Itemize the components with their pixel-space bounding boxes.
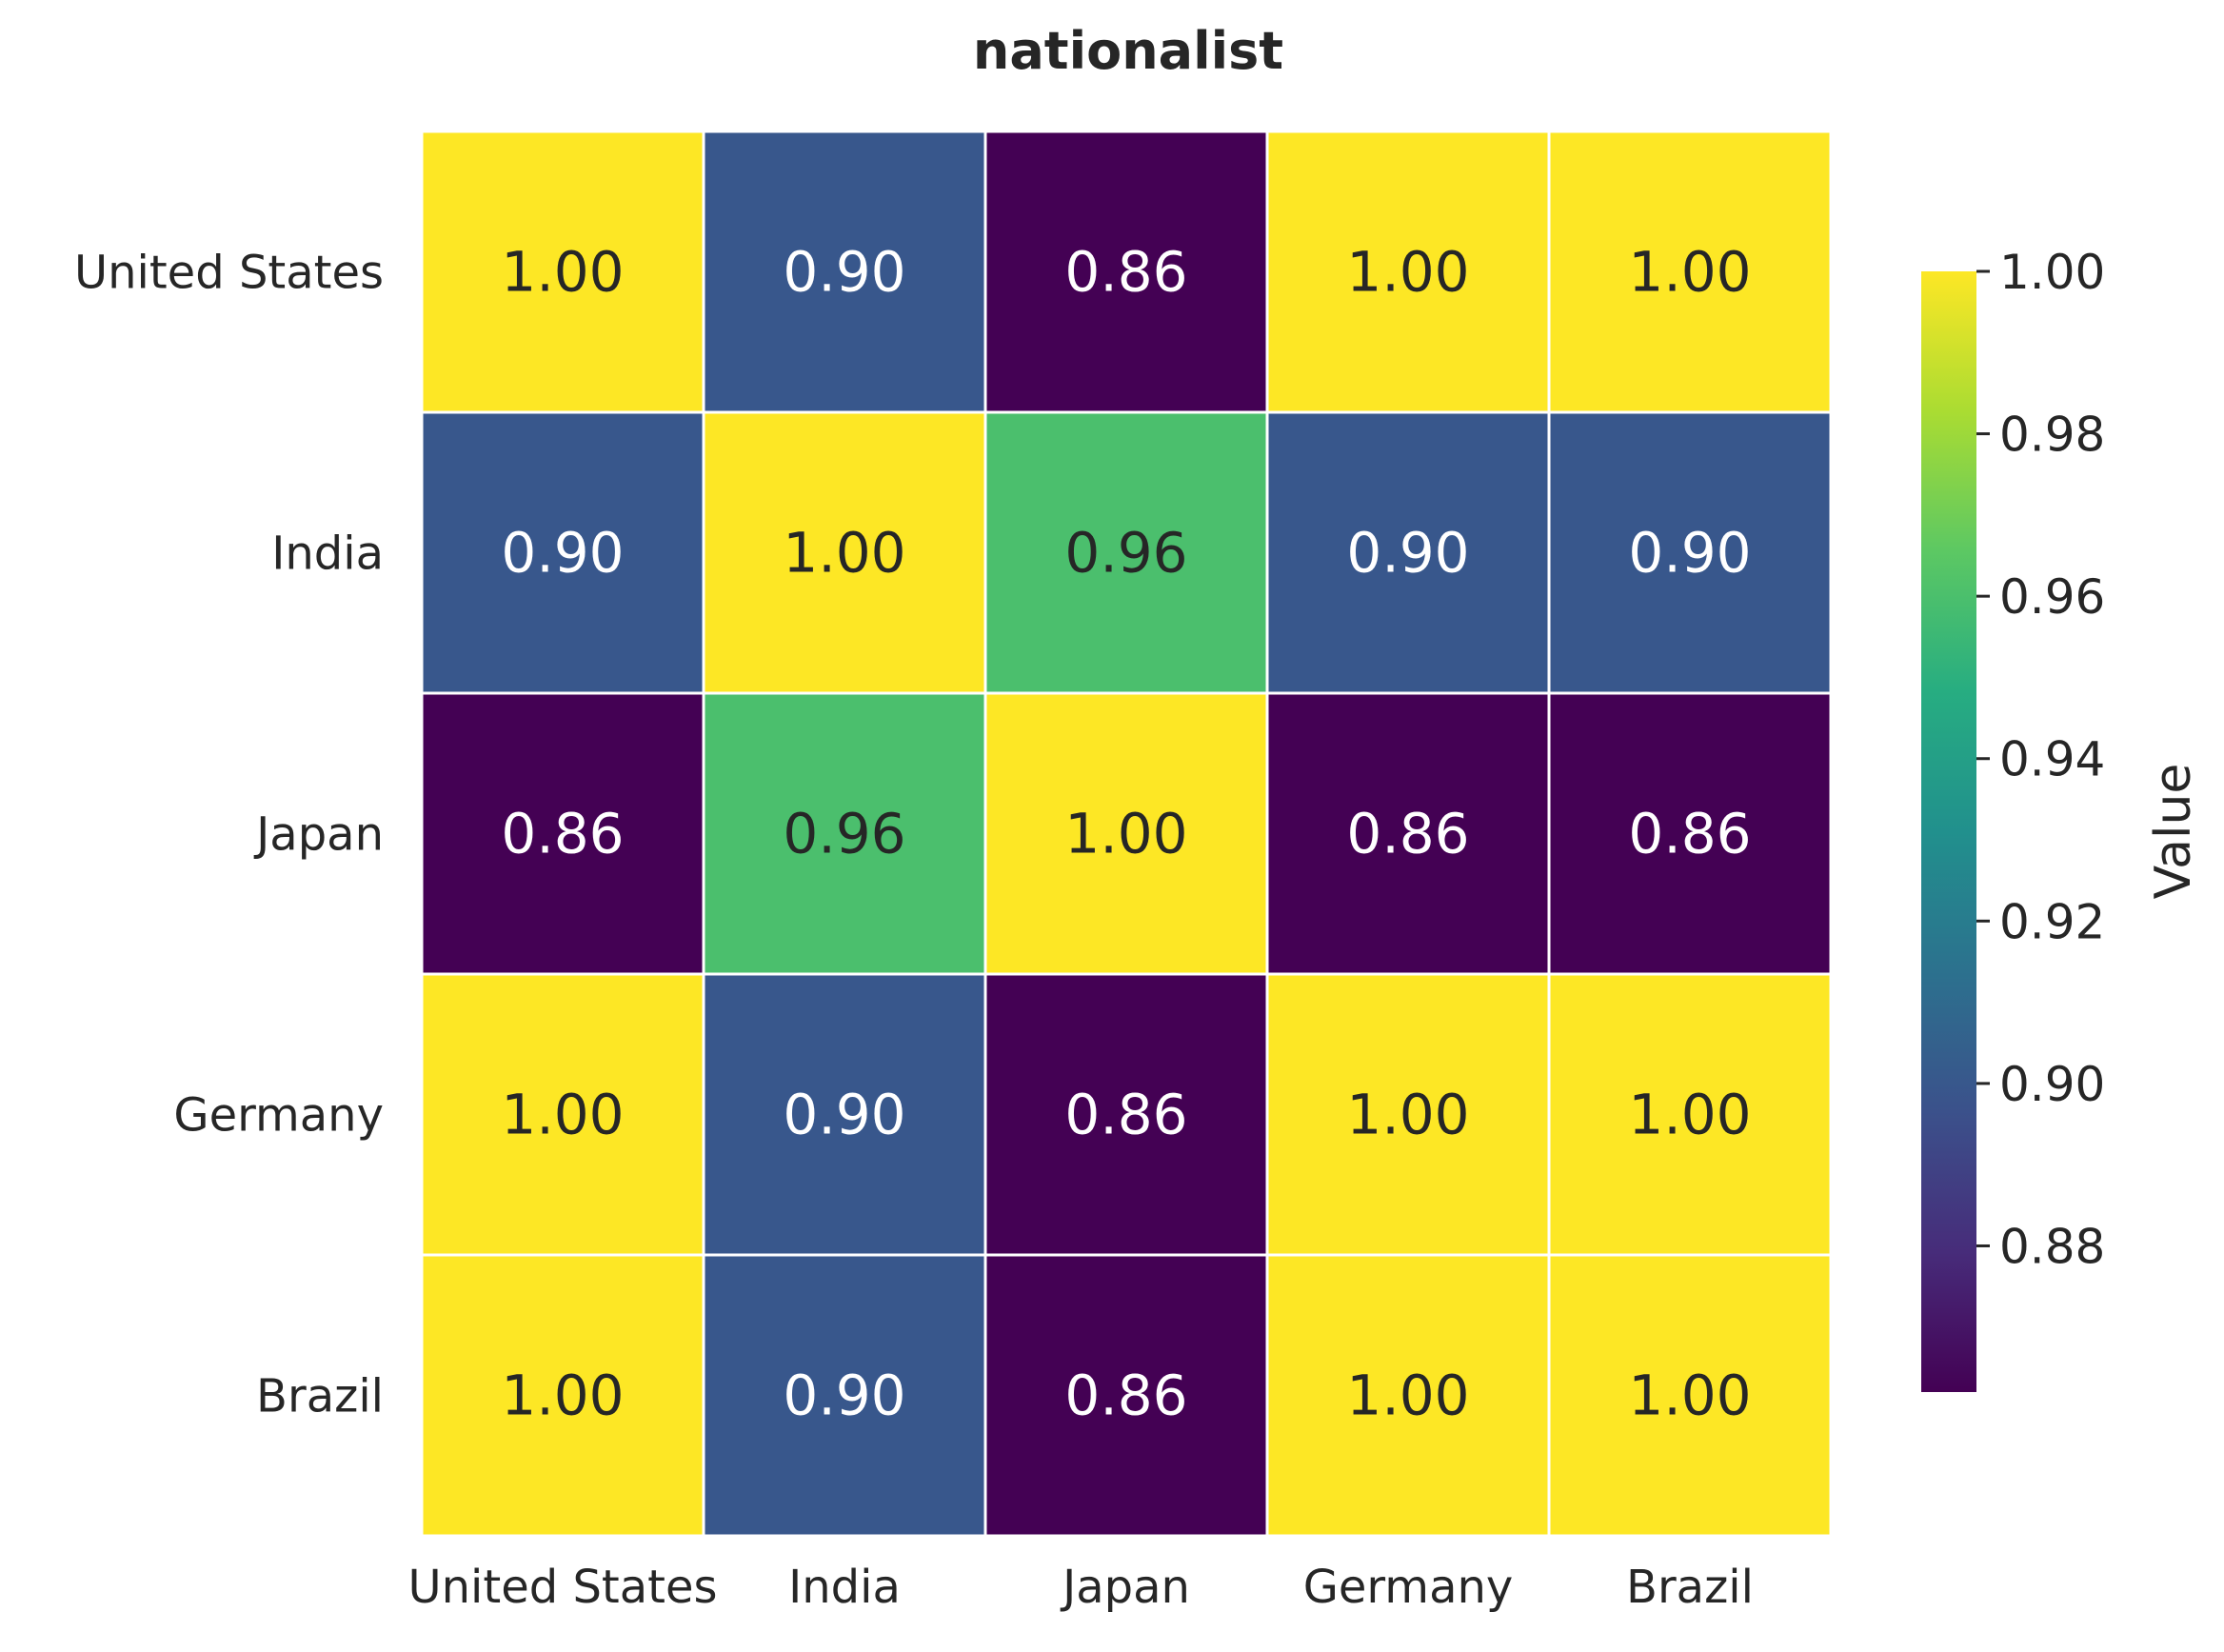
cell-value-r4-c0: 1.00: [501, 1363, 624, 1428]
heatmap-cell-r0-c2: [983, 129, 1269, 414]
heatmap-cell-r0-c0: [420, 129, 705, 414]
colorbar-tick-label-2: 0.92: [1999, 894, 2105, 949]
heatmap-cell-r3-c3: [1265, 972, 1551, 1257]
heatmap-cell-labels: 1.00 0.90 0.86 1.00 1.00 0.90 1.00 0.96 0.90 0.90…: [501, 240, 1751, 1428]
cell-value-r2-c4: 0.86: [1628, 802, 1751, 866]
heatmap-cell-r3-c1: [702, 972, 987, 1257]
cell-value-r4-c1: 0.90: [783, 1363, 905, 1428]
colorbar-tick-label-5: 0.98: [1999, 408, 2105, 463]
colorbar-gradient: [1921, 271, 1976, 1392]
heatmap-cell-r3-c2: [983, 972, 1269, 1257]
cell-value-r2-c1: 0.96: [783, 802, 905, 866]
cell-value-r4-c4: 1.00: [1628, 1363, 1751, 1428]
heatmap-cell-r3-c4: [1547, 972, 1833, 1257]
heatmap-cell-r4-c0: [420, 1253, 705, 1538]
cell-value-r3-c1: 0.90: [783, 1083, 905, 1147]
heatmap-cell-r1-c4: [1547, 410, 1833, 695]
x-tick-label-2: Japan: [1060, 1561, 1190, 1614]
cell-value-r1-c3: 0.90: [1346, 521, 1469, 586]
cell-value-r3-c2: 0.86: [1064, 1083, 1187, 1147]
cell-value-r2-c2: 1.00: [1064, 802, 1187, 866]
cell-value-r2-c0: 0.86: [501, 802, 624, 866]
cell-value-r3-c4: 1.00: [1628, 1083, 1751, 1147]
y-tick-label-2: Japan: [253, 808, 384, 862]
colorbar-label: Value: [2145, 764, 2202, 900]
colorbar-tick-label-0: 0.88: [1999, 1219, 2105, 1274]
cell-value-r3-c0: 1.00: [501, 1083, 624, 1147]
cell-value-r1-c2: 0.96: [1064, 521, 1187, 586]
colorbar-tick-label-1: 0.90: [1999, 1057, 2105, 1112]
cell-value-r3-c3: 1.00: [1346, 1083, 1469, 1147]
cell-value-r1-c0: 0.90: [501, 521, 624, 586]
heatmap-cell-r1-c0: [420, 410, 705, 695]
x-axis-tick-labels: United States India Japan Germany Brazil: [407, 1561, 1753, 1614]
cell-value-r4-c3: 1.00: [1346, 1363, 1469, 1428]
cell-value-r0-c3: 1.00: [1346, 240, 1469, 305]
y-tick-label-1: India: [271, 527, 384, 581]
x-tick-label-4: Brazil: [1626, 1561, 1754, 1614]
cell-value-r4-c2: 0.86: [1064, 1363, 1187, 1428]
heatmap-cell-r0-c4: [1547, 129, 1833, 414]
y-axis-tick-labels: United States India Japan Germany Brazil: [74, 247, 384, 1423]
heatmap-cell-r4-c4: [1547, 1253, 1833, 1538]
cell-value-r0-c1: 0.90: [783, 240, 905, 305]
colorbar-tick-label-3: 0.94: [1999, 732, 2105, 787]
x-tick-label-0: United States: [407, 1561, 717, 1614]
cell-value-r0-c0: 1.00: [501, 240, 624, 305]
heatmap-cell-r2-c3: [1265, 691, 1551, 976]
heatmap-cell-r2-c1: [702, 691, 987, 976]
heatmap-cells: [420, 129, 1833, 1538]
cell-value-r0-c4: 1.00: [1628, 240, 1751, 305]
heatmap-cell-r4-c2: [983, 1253, 1269, 1538]
x-tick-label-1: India: [788, 1561, 901, 1614]
y-tick-label-0: United States: [74, 247, 384, 300]
x-tick-label-3: Germany: [1303, 1561, 1514, 1614]
cell-value-r1-c1: 1.00: [783, 521, 905, 586]
heatmap-cell-r2-c2: [983, 691, 1269, 976]
colorbar-tick-label-4: 0.96: [1999, 569, 2105, 625]
heatmap-cell-r0-c1: [702, 129, 987, 414]
heatmap-cell-r4-c1: [702, 1253, 987, 1538]
colorbar-tick-label-6: 1.00: [1999, 245, 2105, 300]
chart-title: nationalist: [973, 21, 1283, 81]
y-tick-label-3: Germany: [173, 1089, 384, 1143]
cell-value-r0-c2: 0.86: [1064, 240, 1187, 305]
colorbar-ticks: 0.88 0.90 0.92 0.94 0.96 0.98 1.00: [1976, 245, 2105, 1274]
heatmap-cell-r2-c4: [1547, 691, 1833, 976]
cell-value-r1-c4: 0.90: [1628, 521, 1751, 586]
colorbar: 0.88 0.90 0.92 0.94 0.96 0.98 1.00 Value: [1921, 245, 2202, 1392]
cell-value-r2-c3: 0.86: [1346, 802, 1469, 866]
heatmap-cell-r1-c2: [983, 410, 1269, 695]
y-tick-label-4: Brazil: [256, 1370, 384, 1423]
heatmap-cell-r3-c0: [420, 972, 705, 1257]
heatmap-cell-r0-c3: [1265, 129, 1551, 414]
